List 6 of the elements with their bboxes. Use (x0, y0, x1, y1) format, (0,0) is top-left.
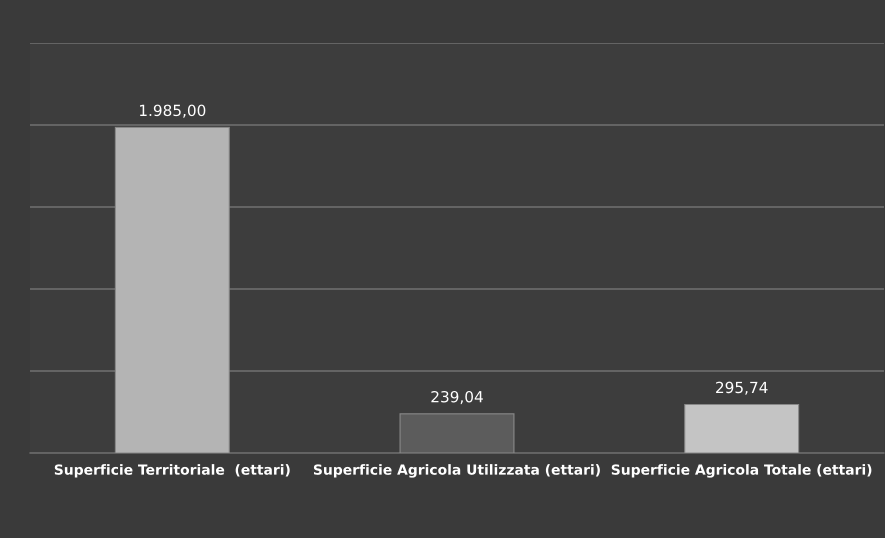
data-label: 295,74 (716, 382, 768, 395)
x-tick-label: Superficie Agricola Utilizzata (ettari) (314, 464, 600, 478)
data-label: 239,04 (431, 390, 483, 404)
x-tick-label: Superficie Agricola Totale (ettari) (612, 464, 872, 478)
data-label: 1.985,00 (140, 104, 206, 118)
x-tick-label: Superficie Territoriale (ettari) (54, 464, 290, 478)
